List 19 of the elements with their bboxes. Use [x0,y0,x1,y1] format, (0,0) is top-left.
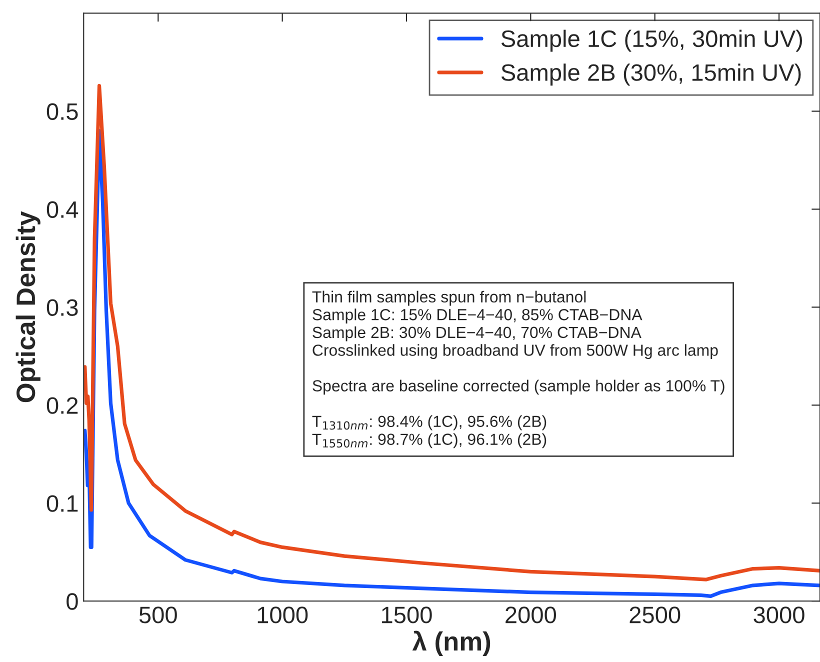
x-tick-label: 2000 [506,606,556,624]
y-tick-label: 0.2 [46,397,78,414]
x-axis-title: λ (nm) [412,630,490,656]
y-axis-title: Optical Density [16,211,40,402]
text: T$_{1310nm}$: 98.4% (1C), 95.6% (2B) T$_{1550nm}$: 98.7% (1C), 96.1% (2B) [312,415,546,448]
legend-label: Sample 1C (15%, 30min UV) [501,30,802,52]
legend-label: Sample 2B (30%, 15min UV) [501,64,801,86]
y-tick-label: 0.1 [46,495,78,512]
y-tick-label: 0.4 [46,201,78,218]
x-tick-label: 1500 [382,606,432,624]
y-tick-label: 0.3 [46,299,78,316]
annotation: Spectra are baseline corrected (sample holder as 100% T) [312,380,724,395]
annotation: Thin film samples spun from n−butanol Sample 1C: 15% DLE−4−40, 85% CTAB−DNA Sample 2B: 30% DLE−4−40, 70% CTAB−DNA Crosslinked using broadband UV from 500W Hg arc lamp [312,290,718,360]
y-tick-label: 0 [66,593,78,610]
x-tick-label: 3000 [754,606,804,624]
y-tick-label: 0.5 [46,103,78,120]
x-tick-label: 1000 [258,606,308,624]
x-tick-label: 2500 [630,606,680,624]
x-tick-label: 500 [139,606,177,624]
